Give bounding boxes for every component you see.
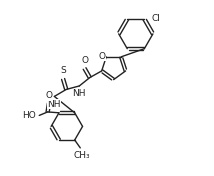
Text: O: O <box>46 91 52 100</box>
Text: CH₃: CH₃ <box>73 151 90 160</box>
Text: NH: NH <box>47 100 61 109</box>
Text: HO: HO <box>22 111 35 120</box>
Text: NH: NH <box>72 89 85 98</box>
Text: Cl: Cl <box>151 14 160 23</box>
Text: O: O <box>81 56 88 65</box>
Text: O: O <box>99 52 106 61</box>
Text: S: S <box>61 67 66 76</box>
